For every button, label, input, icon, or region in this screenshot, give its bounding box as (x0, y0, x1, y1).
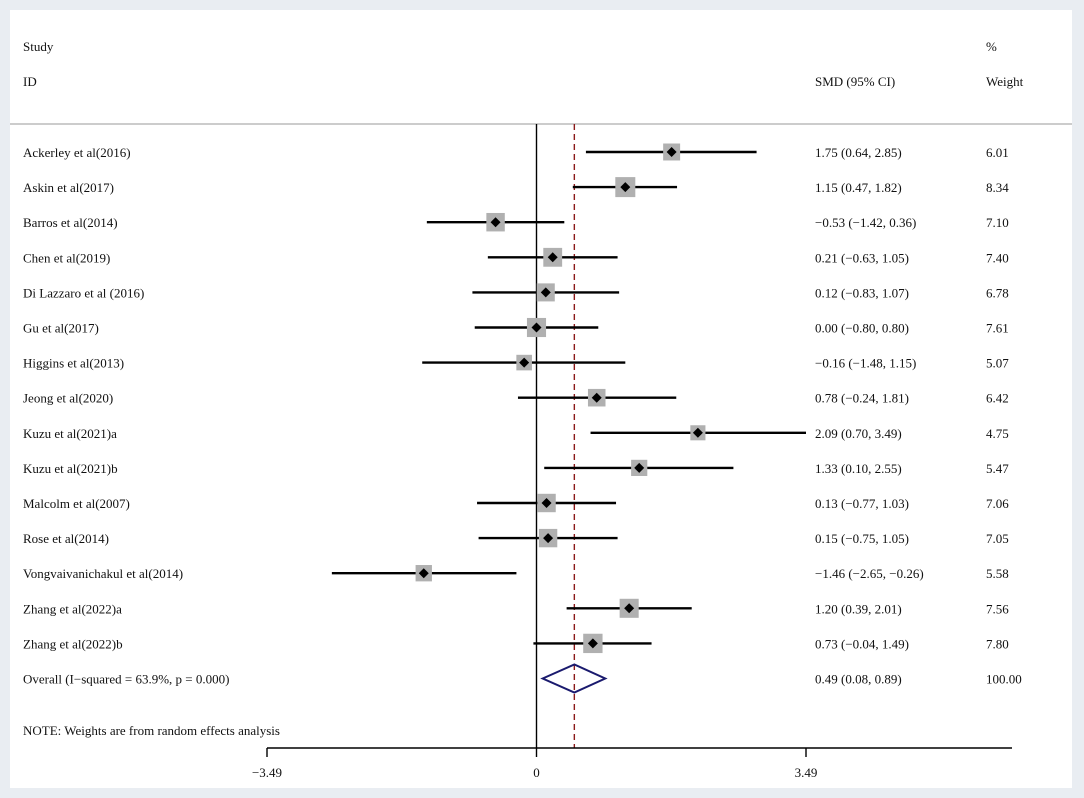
study-name: Ackerley et al(2016) (23, 145, 131, 160)
overall-ci-value: 0.49 (0.08, 0.89) (815, 672, 902, 687)
study-name: Jeong et al(2020) (23, 391, 113, 406)
ci-value: 0.12 (−0.83, 1.07) (815, 285, 909, 300)
study-row: Zhang et al(2022)b 0.73 (−0.04, 1.49) 7.80 (23, 633, 1009, 654)
ci-value: −0.16 (−1.48, 1.15) (815, 356, 916, 371)
ci-value: 0.00 (−0.80, 0.80) (815, 321, 909, 336)
ci-value: 1.75 (0.64, 2.85) (815, 145, 902, 160)
ci-value: 0.13 (−0.77, 1.03) (815, 496, 909, 511)
point-estimate (634, 462, 645, 473)
overall-diamond (540, 663, 608, 694)
weight-value: 7.56 (986, 601, 1009, 616)
weight-value: 6.78 (986, 285, 1009, 300)
header-id: ID (23, 74, 37, 89)
x-tick-label: −3.49 (252, 765, 282, 780)
header-weight: Weight (986, 74, 1024, 89)
weight-value: 7.10 (986, 215, 1009, 230)
point-estimate (519, 357, 530, 368)
ci-value: 1.15 (0.47, 1.82) (815, 180, 902, 195)
study-name: Chen et al(2019) (23, 250, 110, 265)
weight-value: 4.75 (986, 426, 1009, 441)
study-name: Di Lazzaro et al (2016) (23, 285, 144, 300)
study-row: Barros et al(2014) −0.53 (−1.42, 0.36) 7.1… (23, 212, 1009, 232)
weight-value: 7.06 (986, 496, 1009, 511)
weight-value: 6.42 (986, 391, 1009, 406)
ci-value: 2.09 (0.70, 3.49) (815, 426, 902, 441)
study-row: Higgins et al(2013) −0.16 (−1.48, 1.15) 5.… (23, 354, 1009, 371)
study-row: Di Lazzaro et al (2016) 0.12 (−0.83, 1.07… (23, 283, 1009, 302)
study-row: Zhang et al(2022)a 1.20 (0.39, 2.01) 7.56 (23, 598, 1009, 618)
ci-value: 0.21 (−0.63, 1.05) (815, 250, 909, 265)
point-estimate (418, 568, 429, 579)
point-estimate (591, 392, 602, 403)
study-name: Askin et al(2017) (23, 180, 114, 195)
study-row: Ackerley et al(2016) 1.75 (0.64, 2.85) 6.0… (23, 143, 1009, 161)
study-row: Jeong et al(2020) 0.78 (−0.24, 1.81) 6.42 (23, 388, 1009, 407)
study-name: Vongvaivanichakul et al(2014) (23, 566, 183, 581)
x-tick-label: 0 (533, 765, 540, 780)
weight-value: 8.34 (986, 180, 1009, 195)
ci-value: −0.53 (−1.42, 0.36) (815, 215, 916, 230)
weight-value: 7.40 (986, 250, 1009, 265)
point-estimate (692, 427, 703, 438)
point-estimate (620, 182, 631, 193)
weight-value: 7.80 (986, 636, 1009, 651)
study-row: Kuzu et al(2021)b 1.33 (0.10, 2.55) 5.47 (23, 459, 1009, 476)
ci-value: 0.78 (−0.24, 1.81) (815, 391, 909, 406)
study-row: Vongvaivanichakul et al(2014) −1.46 (−2.6… (23, 565, 1009, 582)
header-study: Study (23, 39, 54, 54)
study-row: Malcolm et al(2007) 0.13 (−0.77, 1.03) 7.0… (23, 493, 1009, 513)
weights-note: NOTE: Weights are from random effects an… (23, 723, 280, 738)
study-name: Rose et al(2014) (23, 531, 109, 546)
point-estimate (547, 252, 558, 263)
point-estimate (666, 147, 677, 157)
study-row: Kuzu et al(2021)a 2.09 (0.70, 3.49) 4.75 (23, 425, 1009, 441)
point-estimate (624, 603, 635, 614)
overall-weight-value: 100.00 (986, 672, 1022, 687)
study-row: Askin et al(2017) 1.15 (0.47, 1.82) 8.34 (23, 177, 1009, 198)
point-estimate (531, 322, 542, 333)
point-estimate (540, 287, 551, 298)
study-row: Gu et al(2017) 0.00 (−0.80, 0.80) 7.61 (23, 317, 1009, 338)
study-name: Kuzu et al(2021)b (23, 461, 118, 476)
study-name: Gu et al(2017) (23, 321, 99, 336)
weight-value: 7.05 (986, 531, 1009, 546)
weight-value: 5.47 (986, 461, 1009, 476)
ci-value: 1.20 (0.39, 2.01) (815, 601, 902, 616)
study-row: Chen et al(2019) 0.21 (−0.63, 1.05) 7.40 (23, 247, 1009, 267)
overall-label: Overall (I−squared = 63.9%, p = 0.000) (23, 672, 229, 687)
header-effect-label: SMD (95% CI) (815, 74, 895, 89)
ci-value: 0.15 (−0.75, 1.05) (815, 531, 909, 546)
weight-value: 5.58 (986, 566, 1009, 581)
header: Study ID SMD (95% CI) % Weight (23, 39, 1024, 89)
study-name: Zhang et al(2022)b (23, 636, 123, 651)
header-percent: % (986, 39, 997, 54)
study-name: Malcolm et al(2007) (23, 496, 130, 511)
weight-value: 7.61 (986, 321, 1009, 336)
study-row: Rose et al(2014) 0.15 (−0.75, 1.05) 7.05 (23, 528, 1009, 548)
point-estimate (587, 638, 598, 649)
study-name: Kuzu et al(2021)a (23, 426, 117, 441)
point-estimate (541, 498, 552, 508)
study-name: Zhang et al(2022)a (23, 601, 122, 616)
plot-panel (10, 10, 1072, 788)
ci-value: 0.73 (−0.04, 1.49) (815, 636, 909, 651)
point-estimate (543, 533, 554, 544)
study-name: Barros et al(2014) (23, 215, 118, 230)
weight-value: 5.07 (986, 356, 1009, 371)
weight-value: 6.01 (986, 145, 1009, 160)
study-name: Higgins et al(2013) (23, 356, 124, 371)
point-estimate (490, 217, 501, 228)
x-tick-label: 3.49 (795, 765, 818, 780)
ci-value: 1.33 (0.10, 2.55) (815, 461, 902, 476)
ci-value: −1.46 (−2.65, −0.26) (815, 566, 924, 581)
